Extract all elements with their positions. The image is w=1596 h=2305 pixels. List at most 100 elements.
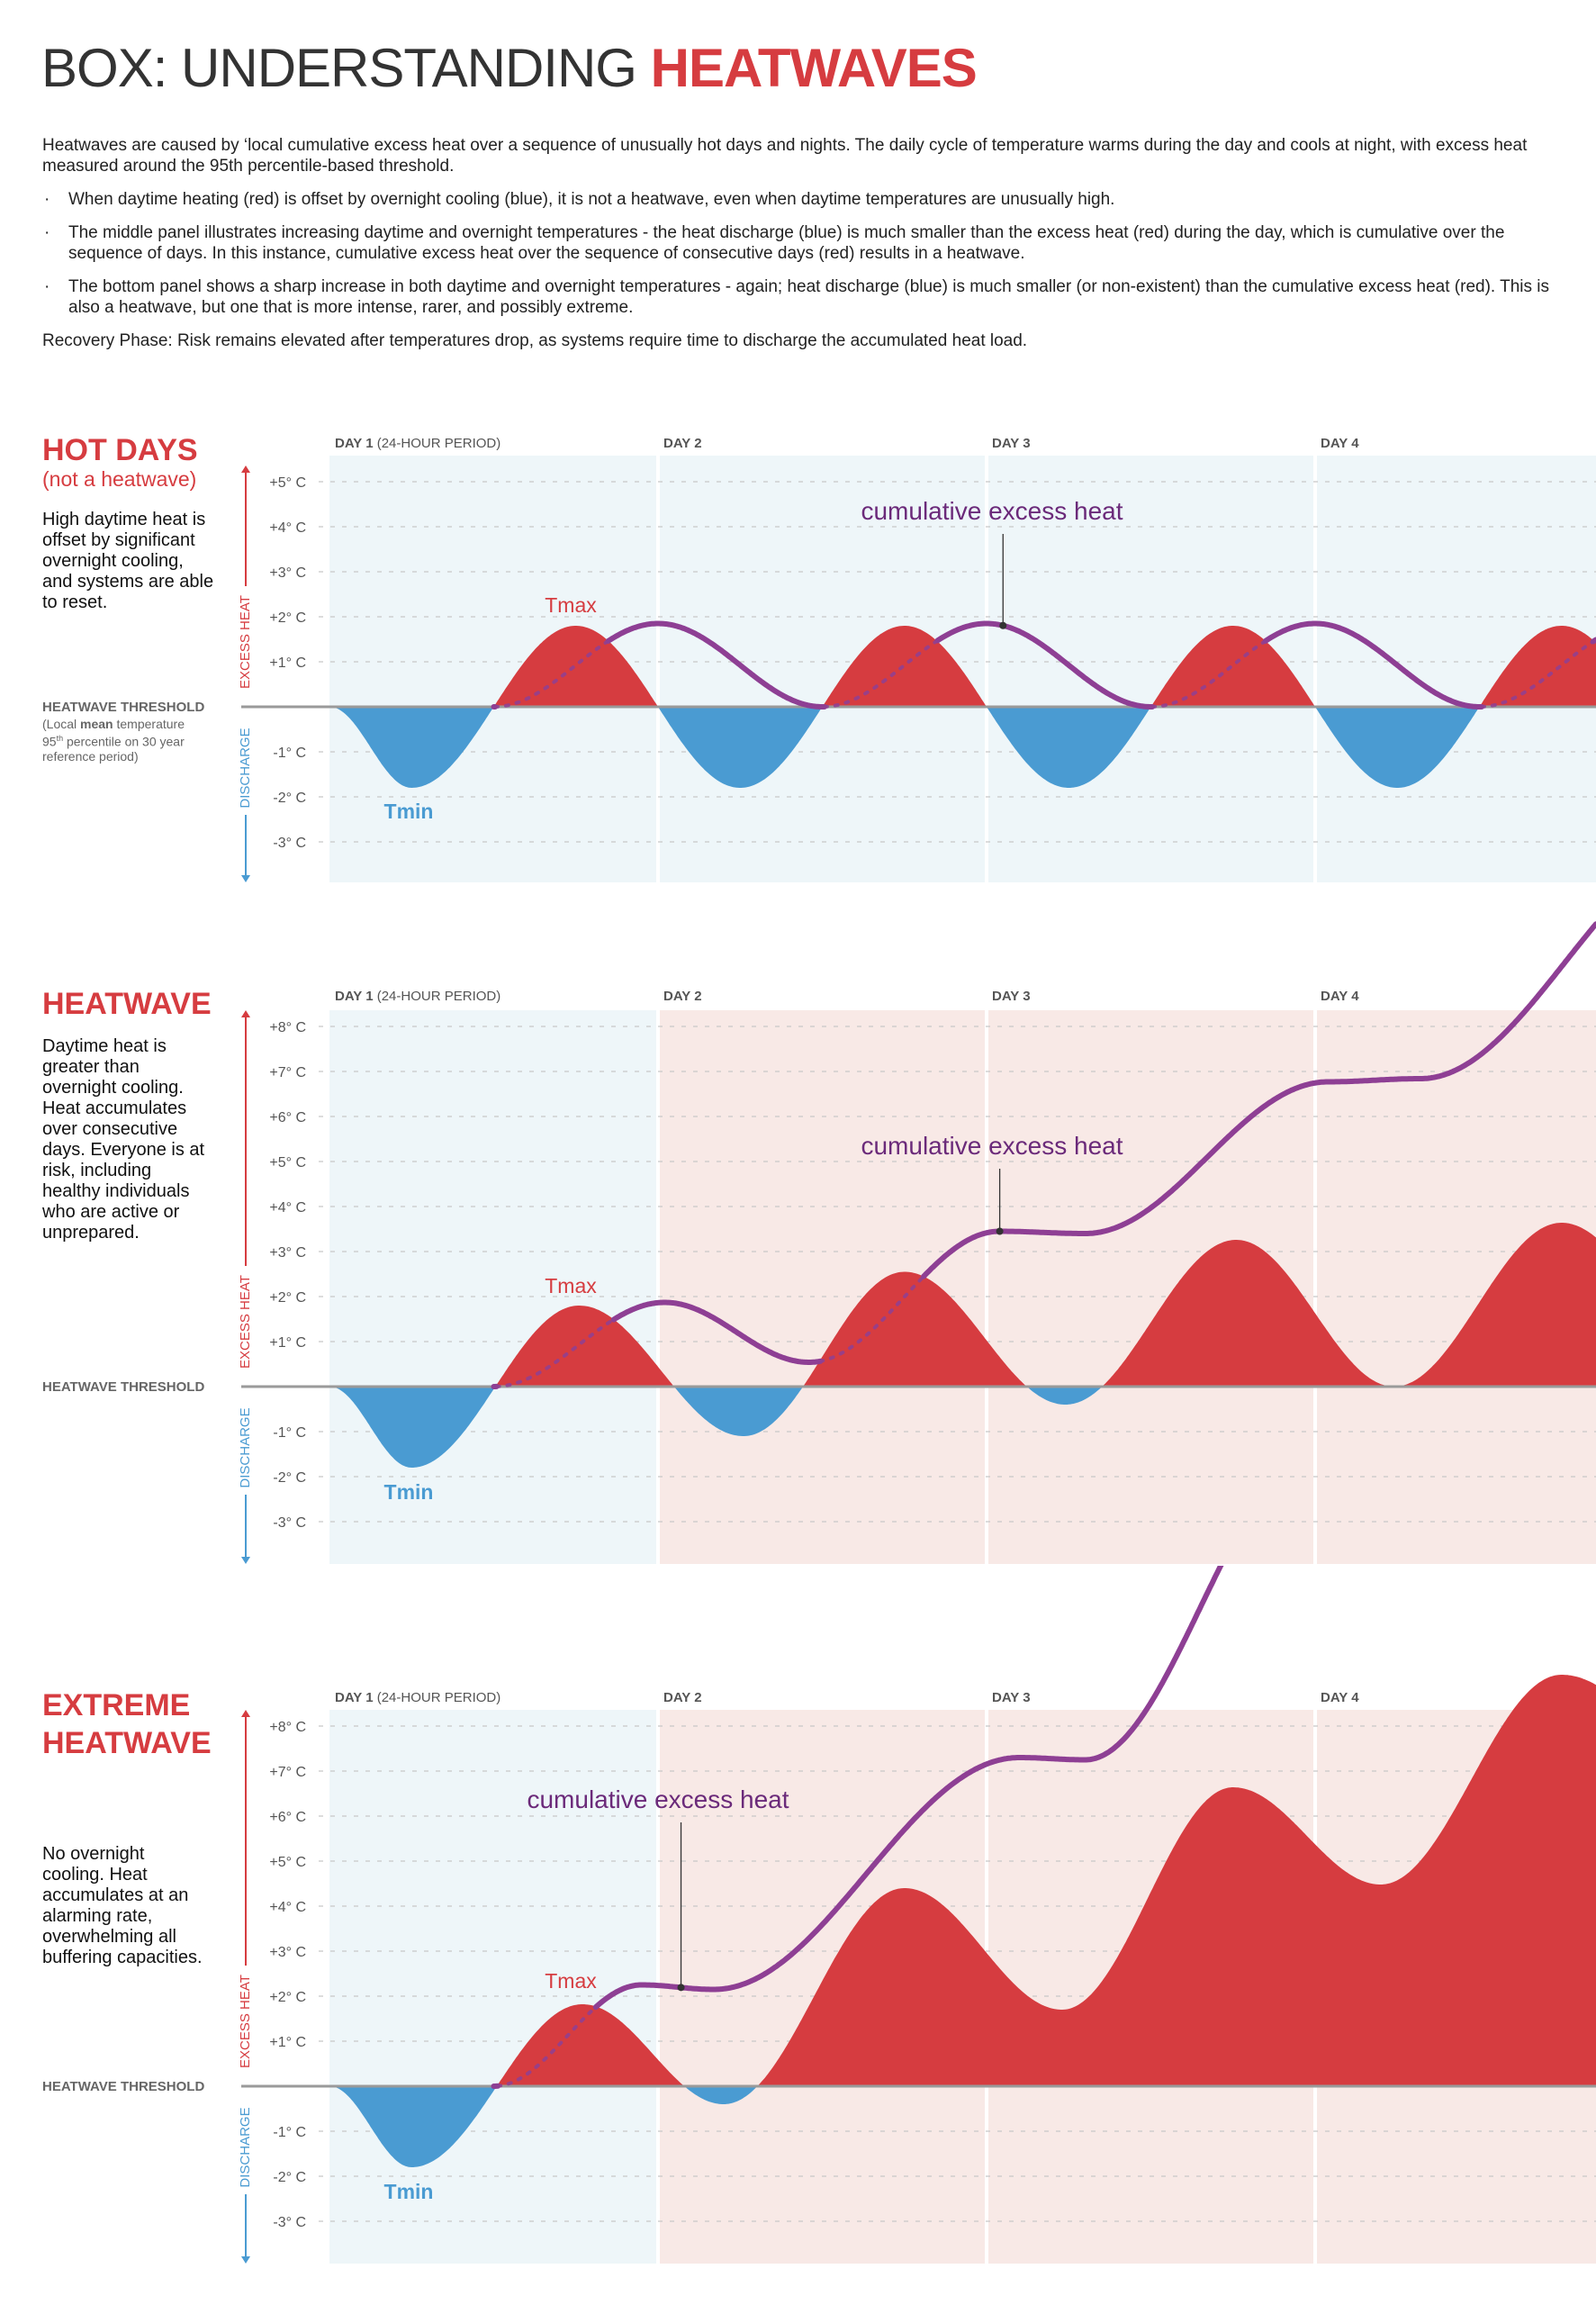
description-line: offset by significant: [42, 530, 195, 550]
description-line: No overnight: [42, 1844, 145, 1864]
note-sup: th: [56, 734, 64, 743]
note-text: percentile on 30 year: [63, 734, 185, 749]
annotation-dot: [999, 621, 1007, 629]
y-tick-label: +4° C: [269, 1200, 306, 1216]
annotation-dot: [677, 1984, 685, 1992]
y-tick-label: +7° C: [269, 1065, 306, 1080]
description-line: who are active or: [42, 1202, 180, 1222]
arrow-down-icon: [241, 875, 250, 882]
threshold-label: HEATWAVE THRESHOLD: [42, 1379, 205, 1395]
description-line: to reset.: [42, 592, 108, 612]
cumulative-line-solid: [610, 1299, 824, 1365]
tmin-label: Tmin: [384, 1480, 434, 1504]
day-label-bold: DAY 2: [663, 1690, 702, 1705]
arrow-down-icon: [241, 2256, 250, 2264]
y-tick-label: -1° C: [273, 2125, 306, 2140]
description-line: healthy individuals: [42, 1181, 190, 1201]
day-label: DAY 3: [992, 1690, 1031, 1705]
cumulative-line-dashed: [493, 639, 610, 709]
excess-heat-axis-label: EXCESS HEAT: [238, 595, 253, 689]
excess-heat-axis-label: EXCESS HEAT: [238, 1275, 253, 1369]
day-label-bold: DAY 2: [663, 989, 702, 1004]
y-tick-label: +3° C: [269, 1945, 306, 1960]
tmax-label: Tmax: [545, 593, 597, 617]
tmax-excess-area: [329, 1675, 1596, 2086]
cumulative-line: [491, 620, 1596, 710]
panel-hot-days-title: HOT DAYS: [42, 433, 198, 467]
chart-panel-1: DAY 1 (24-HOUR PERIOD) DAY 2 DAY 3 DAY 4 +5°…: [238, 436, 1596, 882]
y-tick-label: +1° C: [269, 655, 306, 671]
page-title: BOX: UNDERSTANDING HEATWAVES: [41, 41, 978, 95]
tmax-label: Tmax: [545, 1274, 597, 1297]
description-line: High daytime heat is: [42, 510, 206, 529]
panel-extreme-title: EXTREME HEATWAVE: [42, 1686, 212, 1762]
tmin-discharge-area: [329, 2086, 1596, 2167]
y-tick-label: +5° C: [269, 1855, 306, 1870]
cumulative-line-dashed: [494, 1317, 616, 1388]
day-label-bold: DAY 1: [335, 989, 374, 1004]
tmin-label: Tmin: [384, 800, 434, 823]
discharge-axis-label: DISCHARGE: [238, 2107, 253, 2187]
note-text: (Local: [42, 717, 81, 731]
arrow-down-icon: [241, 1557, 250, 1564]
cumulative-line-dashed: [818, 1274, 926, 1363]
y-tick-label: -3° C: [273, 836, 306, 851]
day-background: [329, 1010, 658, 1564]
y-tick-label: -3° C: [273, 1515, 306, 1531]
cumulative-line-solid: [1262, 620, 1484, 710]
day-label-bold: DAY 1: [335, 1690, 374, 1705]
cumulative-line-solid: [934, 620, 1156, 710]
tmin-discharge-area: [329, 1387, 1596, 1468]
discharge-axis-label: DISCHARGE: [238, 728, 253, 808]
description-line: greater than: [42, 1057, 140, 1077]
day-label: DAY 2: [663, 436, 702, 451]
description-line: accumulates at an: [42, 1885, 189, 1905]
y-tick-label: -3° C: [273, 2215, 306, 2230]
cumulative-line-dashed: [496, 2005, 598, 2088]
y-tick-label: -2° C: [273, 1470, 306, 1486]
note-text: temperature: [113, 717, 185, 731]
cumulative-line-solid: [605, 620, 827, 710]
y-tick-label: +3° C: [269, 1245, 306, 1261]
cumulative-annotation: cumulative excess heat: [861, 1132, 1123, 1160]
cumulative-line-dashed: [822, 638, 940, 709]
day-label: DAY 1 (24-HOUR PERIOD): [335, 1690, 500, 1705]
cumulative-line-solid: [592, 1566, 1224, 2011]
y-tick-label: +5° C: [269, 1155, 306, 1171]
note-bold: mean: [80, 717, 113, 731]
y-tick-label: +7° C: [269, 1765, 306, 1780]
chart-panel-2: DAY 1 (24-HOUR PERIOD) DAY 2 DAY 3 DAY 4 +8°…: [238, 921, 1596, 1564]
chart-panel-3: DAY 1 (24-HOUR PERIOD) DAY 2 DAY 3 DAY 4 +8°…: [238, 1566, 1596, 2264]
y-tick-label: +2° C: [269, 610, 306, 626]
y-tick-label: +4° C: [269, 1900, 306, 1915]
annotation-dot: [996, 1227, 1004, 1235]
y-tick-label: +2° C: [269, 1990, 306, 2005]
cumulative-line: [491, 921, 1596, 1389]
day-label: DAY 3: [992, 989, 1031, 1004]
day-label-bold: DAY 4: [1321, 1690, 1359, 1705]
description-line: days. Everyone is at: [42, 1140, 205, 1160]
description-line: alarming rate,: [42, 1906, 153, 1926]
intro-bullets: When daytime heating (red) is offset by …: [42, 189, 1573, 318]
intro-paragraph: Heatwaves are caused by ‘local cumulativ…: [42, 136, 1528, 176]
description-line: overnight cooling,: [42, 551, 184, 571]
title-line: HEATWAVE: [42, 1726, 212, 1760]
cumulative-annotation: cumulative excess heat: [527, 1785, 789, 1813]
day-label: DAY 4: [1321, 1690, 1359, 1705]
day-label-rest: (24-HOUR PERIOD): [374, 989, 501, 1004]
y-tick-label: +4° C: [269, 520, 306, 536]
day-label: DAY 2: [663, 989, 702, 1004]
day-label-bold: DAY 3: [992, 1690, 1031, 1705]
y-tick-label: +8° C: [269, 1720, 306, 1735]
arrow-up-icon: [241, 466, 250, 473]
description-line: overwhelming all: [42, 1927, 176, 1947]
day-label-bold: DAY 2: [663, 436, 702, 451]
y-tick-label: -1° C: [273, 746, 306, 761]
day-label-rest: (24-HOUR PERIOD): [374, 436, 501, 451]
day-label-bold: DAY 3: [992, 989, 1031, 1004]
panel-heatwave-description: Daytime heat is greater than overnight c…: [42, 1036, 204, 1243]
y-tick-label: +8° C: [269, 1020, 306, 1035]
cumulative-line-dashed: [1480, 639, 1595, 709]
description-line: and systems are able: [42, 572, 214, 592]
